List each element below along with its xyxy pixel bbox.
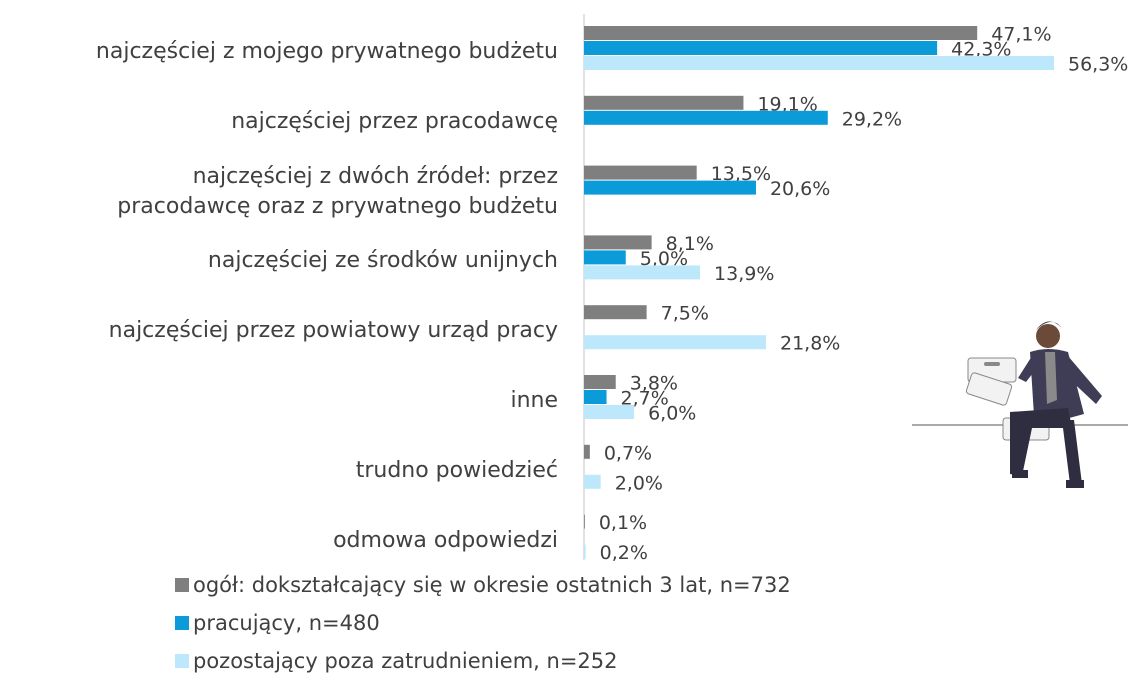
bar — [584, 445, 590, 459]
bar — [584, 335, 766, 349]
category-label: najczęściej ze środków unijnych — [0, 246, 558, 276]
legend-swatch — [175, 654, 189, 668]
data-label: 13,9% — [714, 263, 774, 285]
data-label: 0,2% — [600, 542, 648, 564]
data-label: 20,6% — [770, 178, 830, 200]
bar — [584, 390, 607, 404]
bar — [584, 265, 700, 279]
bar — [584, 56, 1054, 70]
category-label: inne — [0, 386, 558, 416]
category-label: najczęściej z mojego prywatnego budżetu — [0, 37, 558, 67]
legend-swatch — [175, 616, 189, 630]
data-label: 29,2% — [842, 108, 902, 130]
bar — [584, 26, 977, 40]
data-label: 2,0% — [615, 472, 663, 494]
bar — [584, 166, 697, 180]
category-label: najczęściej przez powiatowy urząd pracy — [0, 316, 558, 346]
data-label: 0,1% — [599, 512, 647, 534]
chart: 47,1%42,3%56,3%19,1%29,2%13,5%20,6%8,1%5… — [0, 0, 1136, 675]
bar — [584, 41, 937, 55]
data-label: 0,7% — [604, 442, 652, 464]
bar — [584, 405, 634, 419]
legend-swatch — [175, 578, 189, 592]
bar — [584, 305, 647, 319]
category-label: trudno powiedzieć — [0, 456, 558, 486]
data-label: 56,3% — [1068, 54, 1128, 76]
bar — [584, 545, 586, 559]
data-label: 6,0% — [648, 403, 696, 425]
bar — [584, 475, 601, 489]
category-label: odmowa odpowiedzi — [0, 526, 558, 556]
illustration — [912, 321, 1128, 488]
bar — [584, 111, 828, 125]
bar — [584, 181, 756, 195]
legend-label: pozostający poza zatrudnieniem, n=252 — [193, 649, 618, 673]
bar — [584, 96, 743, 110]
legend-label: pracujący, n=480 — [193, 611, 380, 635]
legend-label: ogół: dokształcający się w okresie ostat… — [193, 573, 791, 597]
bar — [584, 250, 626, 264]
bar — [584, 375, 616, 389]
data-label: 7,5% — [661, 303, 709, 325]
category-label: najczęściej z dwóch źródeł: przez pracod… — [0, 162, 558, 222]
category-label: najczęściej przez pracodawcę — [0, 107, 558, 137]
bar — [584, 515, 585, 529]
data-label: 21,8% — [780, 333, 840, 355]
